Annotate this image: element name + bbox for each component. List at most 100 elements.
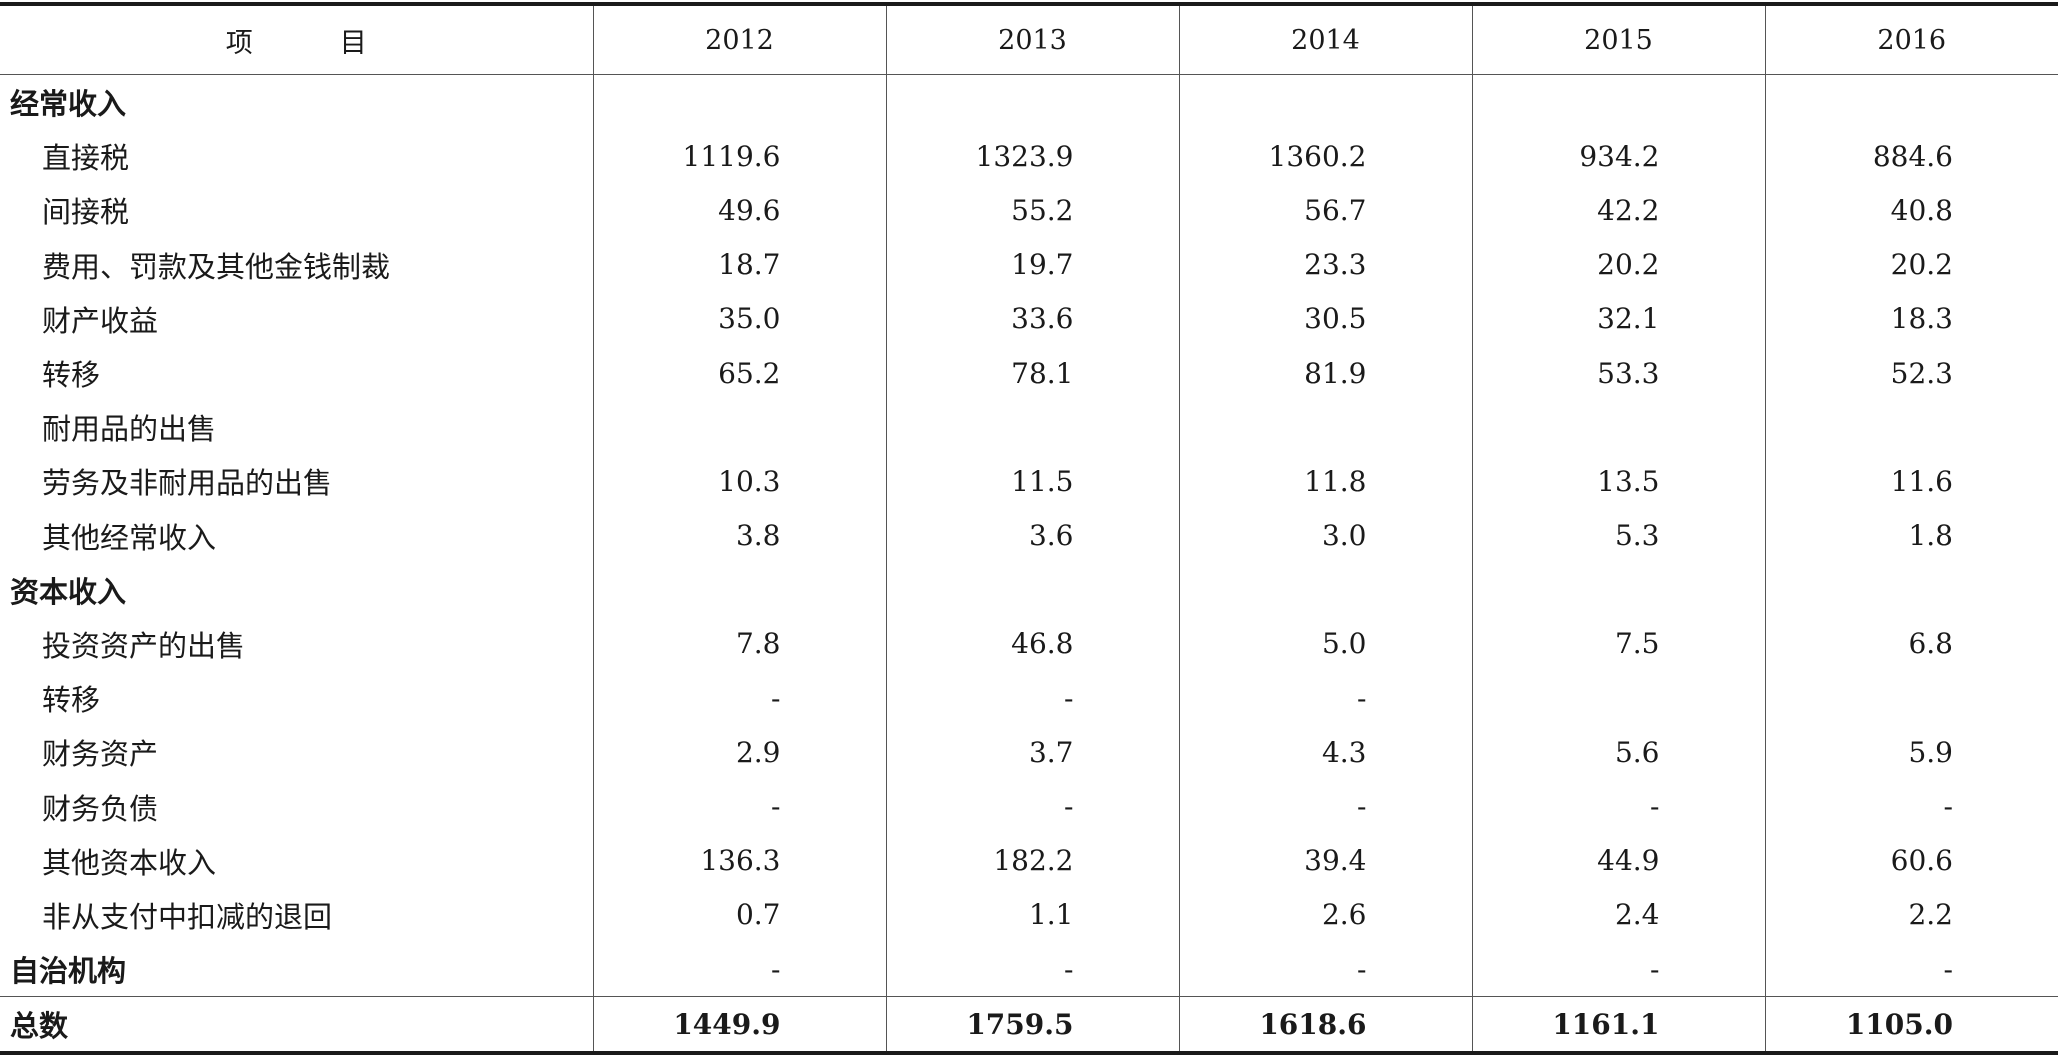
row-label: 经常收入 [10,87,127,122]
row-label: 财产收益 [42,303,159,338]
table-row: 财务负债 - - - - - [0,779,2058,834]
cell-value: 4.3 [1178,725,1472,780]
cell-value: 3.8 [592,508,886,563]
table-row: 财产收益 35.0 33.6 30.5 32.1 18.3 [0,291,2058,346]
cell-value: - [1178,779,1472,834]
cell-value [592,74,886,130]
cell-value: 934.2 [1471,129,1765,184]
cell-value: 0.7 [592,887,886,942]
cell-value [1471,562,1765,617]
table-row: 转移 - - - [0,671,2058,726]
row-label: 耐用品的出售 [42,412,217,447]
cell-value [1178,562,1472,617]
cell-value: 65.2 [592,345,886,401]
header-year-2015: 2015 [1471,4,1765,75]
table-row: 耐用品的出售 [0,400,2058,455]
cell-value: 18.3 [1764,291,2058,346]
cell-value [1471,671,1765,726]
table-row: 直接税 1119.6 1323.9 1360.2 934.2 884.6 [0,129,2058,184]
cell-value: 19.7 [885,237,1179,292]
cell-value: 78.1 [885,345,1179,401]
cell-value: 42.2 [1471,183,1765,238]
cell-value: 18.7 [592,237,886,292]
cell-value: 35.0 [592,291,886,346]
cell-value: 1.8 [1764,508,2058,563]
row-label: 投资资产的出售 [42,628,246,663]
cell-value [1764,74,2058,130]
cell-value: 11.8 [1178,454,1472,509]
table-row: 投资资产的出售 7.8 46.8 5.0 7.5 6.8 [0,616,2058,672]
cell-value [1178,400,1472,455]
row-label: 转移 [42,358,101,393]
cell-value: 49.6 [592,183,886,238]
cell-value: 1161.1 [1471,996,1765,1054]
cell-value: 182.2 [885,833,1179,888]
table-row: 间接税 49.6 55.2 56.7 42.2 40.8 [0,183,2058,238]
row-label: 直接税 [42,141,130,176]
table-body: 经常收入直接税 1119.6 1323.9 1360.2 934.2 884.6 间接税 49… [0,74,2058,1054]
cell-value: 13.5 [1471,454,1765,509]
cell-value: 1759.5 [885,996,1179,1054]
row-label: 资本收入 [10,574,127,609]
cell-value: 40.8 [1764,183,2058,238]
cell-value: 5.3 [1471,508,1765,563]
cell-value: - [592,779,886,834]
cell-value: 5.0 [1178,616,1472,672]
cell-value: 1449.9 [592,996,886,1054]
cell-value: 1.1 [885,887,1179,942]
row-label: 自治机构 [10,954,127,989]
cell-value: 7.8 [592,616,886,672]
header-item: 项 目 [0,4,593,75]
cell-value: - [1178,671,1472,726]
cell-value: - [885,942,1179,997]
row-label: 财务资产 [42,737,159,772]
table-row: 非从支付中扣减的退回 0.7 1.1 2.6 2.4 2.2 [0,887,2058,942]
cell-value: - [1764,779,2058,834]
cell-value: 3.7 [885,725,1179,780]
cell-value [592,400,886,455]
row-label: 财务负债 [42,791,159,826]
cell-value: 10.3 [592,454,886,509]
row-label: 间接税 [42,195,130,230]
cell-value: 5.6 [1471,725,1765,780]
cell-value: 11.6 [1764,454,2058,509]
cell-value: - [885,779,1179,834]
header-year-2012: 2012 [592,4,886,75]
cell-value: - [1471,942,1765,997]
cell-value [885,74,1179,130]
row-label: 其他经常收入 [42,520,217,555]
table-row: 费用、罚款及其他金钱制裁 18.7 19.7 23.3 20.2 20.2 [0,237,2058,292]
cell-value: 2.2 [1764,887,2058,942]
cell-value [1471,400,1765,455]
table-row: 其他经常收入 3.8 3.6 3.0 5.3 1.8 [0,508,2058,563]
cell-value: 32.1 [1471,291,1765,346]
table-row: 资本收入 [0,562,2058,617]
cell-value: 3.6 [885,508,1179,563]
header-year-2013: 2013 [885,4,1179,75]
cell-value: 60.6 [1764,833,2058,888]
cell-value: 20.2 [1764,237,2058,292]
cell-value: 884.6 [1764,129,2058,184]
table-header: 项 目 2012 2013 2014 2015 2016 [0,4,2058,75]
cell-value [885,562,1179,617]
table-row: 总数 1449.9 1759.5 1618.6 1161.1 1105.0 [0,996,2058,1054]
cell-value: 1105.0 [1764,996,2058,1054]
cell-value [885,400,1179,455]
cell-value: - [1764,942,2058,997]
row-label: 非从支付中扣减的退回 [42,899,333,934]
cell-value: 11.5 [885,454,1179,509]
cell-value: 81.9 [1178,345,1472,401]
cell-value: 56.7 [1178,183,1472,238]
header-year-2016: 2016 [1764,4,2058,75]
cell-value: 20.2 [1471,237,1765,292]
header-row: 项 目 2012 2013 2014 2015 2016 [0,4,2058,75]
cell-value: 1323.9 [885,129,1179,184]
cell-value: 3.0 [1178,508,1472,563]
cell-value: 2.6 [1178,887,1472,942]
cell-value: - [1471,779,1765,834]
cell-value: 44.9 [1471,833,1765,888]
row-label: 其他资本收入 [42,845,217,880]
cell-value: 52.3 [1764,345,2058,401]
